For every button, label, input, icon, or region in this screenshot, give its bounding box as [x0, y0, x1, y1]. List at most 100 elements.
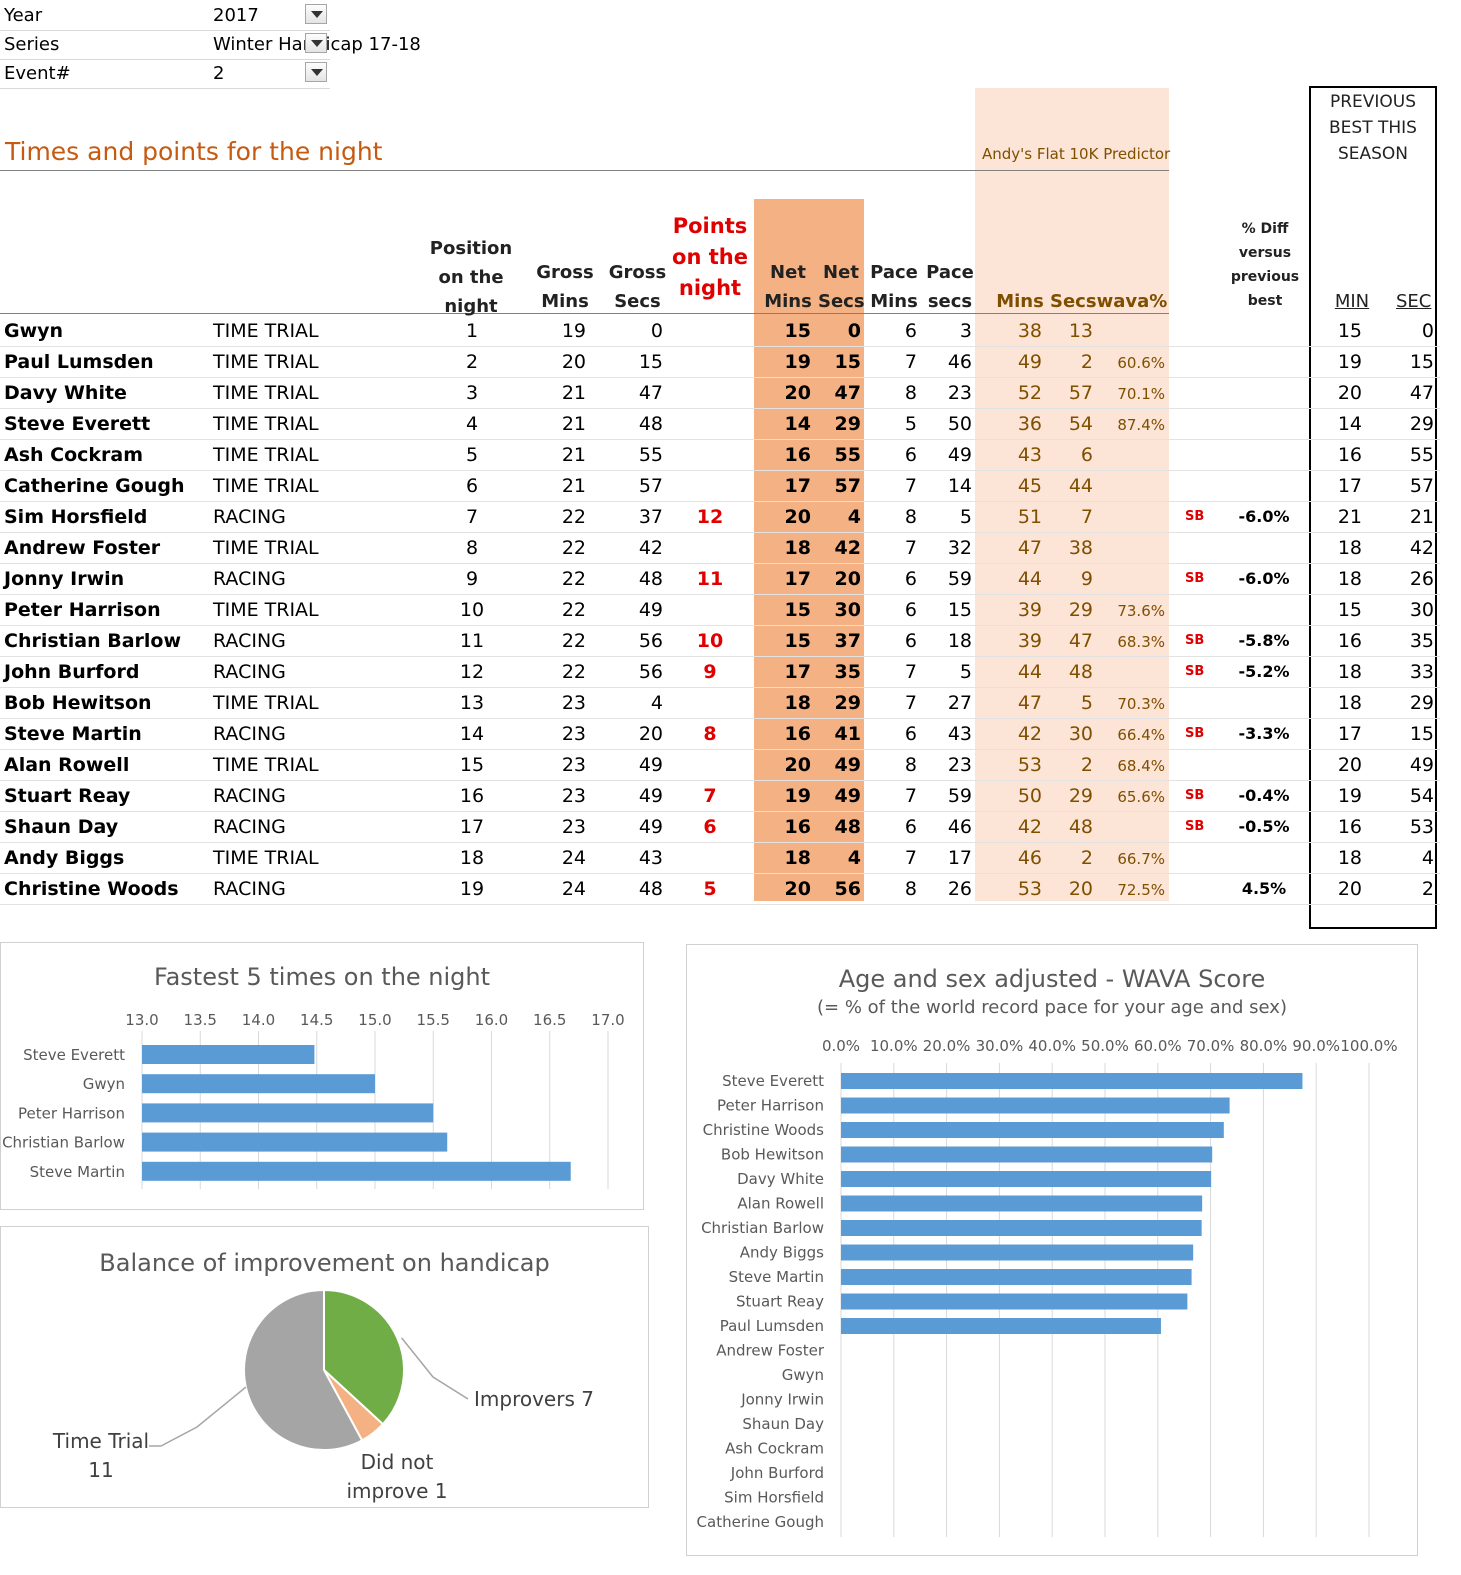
position: 11: [459, 630, 485, 652]
position: 19: [459, 878, 485, 900]
position: 14: [459, 723, 485, 745]
pace-mins: 6: [904, 320, 917, 342]
predicted-secs: 48: [1068, 661, 1093, 683]
x-tick-label: 15.5: [417, 1011, 450, 1029]
header-line: Gross: [608, 262, 667, 283]
predicted-secs: 44: [1068, 475, 1093, 497]
section-title: Times and points for the night: [5, 137, 383, 166]
filter-dropdown-icon[interactable]: [305, 4, 327, 24]
x-tick-label: 20.0%: [923, 1037, 971, 1055]
header-line: Secs: [818, 291, 865, 312]
table-row: Peter Harrison TIME TRIAL 10 22 49 15 30 6 15 39 2…: [0, 595, 1440, 626]
runner-name: Alan Rowell: [4, 754, 130, 776]
category-label: Andy Biggs: [740, 1244, 824, 1262]
run-type: RACING: [213, 878, 286, 900]
header-line: versus: [1238, 245, 1292, 261]
filter-label: Series: [4, 34, 60, 55]
pace-mins: 8: [904, 506, 917, 528]
filter-dropdown-icon[interactable]: [305, 62, 327, 82]
divider: [0, 313, 1169, 314]
bar: [841, 1318, 1161, 1334]
position: 13: [459, 692, 485, 714]
net-mins: 16: [784, 723, 811, 745]
runner-name: Stuart Reay: [4, 785, 131, 807]
prev-best-secs: 42: [1409, 537, 1434, 559]
filter-row-year: Year 2017: [0, 1, 330, 31]
prev-best-mins: 19: [1337, 785, 1362, 807]
runner-name: Jonny Irwin: [4, 568, 125, 590]
header-line: Mins: [541, 291, 589, 312]
pace-mins: 6: [904, 816, 917, 838]
category-label: Peter Harrison: [717, 1097, 824, 1115]
wava-percent: 68.4%: [1117, 757, 1165, 775]
prev-best-mins: 21: [1337, 506, 1362, 528]
gross-secs: 15: [638, 351, 663, 373]
prev-best-mins: 16: [1337, 444, 1362, 466]
pie-label: Time Trial: [52, 1429, 149, 1453]
wava-chart-panel: Age and sex adjusted - WAVA Score (= % o…: [686, 944, 1418, 1556]
bar: [841, 1171, 1212, 1187]
gross-mins: 22: [561, 661, 586, 683]
predicted-secs: 2: [1080, 847, 1093, 869]
predicted-mins: 52: [1017, 382, 1042, 404]
predicted-secs: 2: [1080, 754, 1093, 776]
net-secs: 56: [834, 878, 861, 900]
wava-chart-title: Age and sex adjusted - WAVA Score: [838, 965, 1266, 993]
predicted-secs: 5: [1080, 692, 1093, 714]
prev-best-secs: 35: [1409, 630, 1434, 652]
percent-diff: -5.8%: [1238, 631, 1290, 650]
predicted-mins: 49: [1017, 351, 1042, 373]
position: 15: [459, 754, 485, 776]
predicted-secs: 13: [1068, 320, 1093, 342]
position: 7: [465, 506, 479, 528]
table-row: Davy White TIME TRIAL 3 21 47 20 47 8 23 52 57 70.1…: [0, 378, 1440, 409]
gross-secs: 0: [650, 320, 663, 342]
pace-mins: 5: [904, 413, 917, 435]
gross-secs: 48: [638, 568, 663, 590]
percent-diff: 4.5%: [1241, 879, 1287, 898]
points: 8: [703, 723, 717, 745]
header-line: night: [444, 296, 498, 317]
pace-secs: 5: [959, 661, 972, 683]
filter-dropdown-icon[interactable]: [305, 33, 327, 53]
wava-percent: 66.7%: [1117, 850, 1165, 868]
run-type: TIME TRIAL: [213, 599, 319, 621]
percent-diff: -0.4%: [1238, 786, 1290, 805]
table-row: Paul Lumsden TIME TRIAL 2 20 15 19 15 7 46 49 2 60.…: [0, 347, 1440, 378]
pace-secs: 59: [947, 785, 972, 807]
x-tick-label: 60.0%: [1134, 1037, 1182, 1055]
pace-secs: 59: [947, 568, 972, 590]
previous-best-box: [1309, 86, 1437, 929]
gross-secs: 49: [638, 816, 663, 838]
predicted-secs: 30: [1068, 723, 1093, 745]
runner-name: Christine Woods: [4, 878, 179, 900]
predicted-mins: 53: [1017, 754, 1042, 776]
pace-mins: 8: [904, 754, 917, 776]
position: 4: [465, 413, 479, 435]
category-label: Bob Hewitson: [721, 1146, 824, 1164]
header-net-mins: Net Mins: [758, 258, 818, 316]
prev-best-secs: 15: [1409, 351, 1434, 373]
category-label: Stuart Reay: [736, 1293, 824, 1311]
gross-secs: 42: [638, 537, 663, 559]
header-line: secs: [927, 291, 973, 312]
pace-secs: 5: [959, 506, 972, 528]
runner-name: Andrew Foster: [4, 537, 161, 559]
previous-best-header: PREVIOUS BEST THIS SEASON: [1311, 89, 1435, 167]
category-label: Alan Rowell: [737, 1195, 824, 1213]
x-tick-label: 90.0%: [1292, 1037, 1340, 1055]
table-row: Ash Cockram TIME TRIAL 5 21 55 16 55 6 49 43 6 16 55: [0, 440, 1440, 471]
net-mins: 19: [784, 785, 811, 807]
predicted-secs: 9: [1080, 568, 1093, 590]
predicted-mins: 44: [1017, 661, 1042, 683]
header-line: Net: [770, 262, 806, 283]
gross-mins: 21: [561, 475, 586, 497]
net-mins: 18: [784, 692, 811, 714]
gross-secs: 56: [638, 661, 663, 683]
gross-mins: 22: [561, 599, 586, 621]
wava-percent: 73.6%: [1117, 602, 1165, 620]
pace-secs: 18: [947, 630, 972, 652]
predicted-secs: 29: [1068, 599, 1093, 621]
season-best-badge: SB: [1185, 664, 1205, 679]
header-line: Mins: [764, 291, 812, 312]
